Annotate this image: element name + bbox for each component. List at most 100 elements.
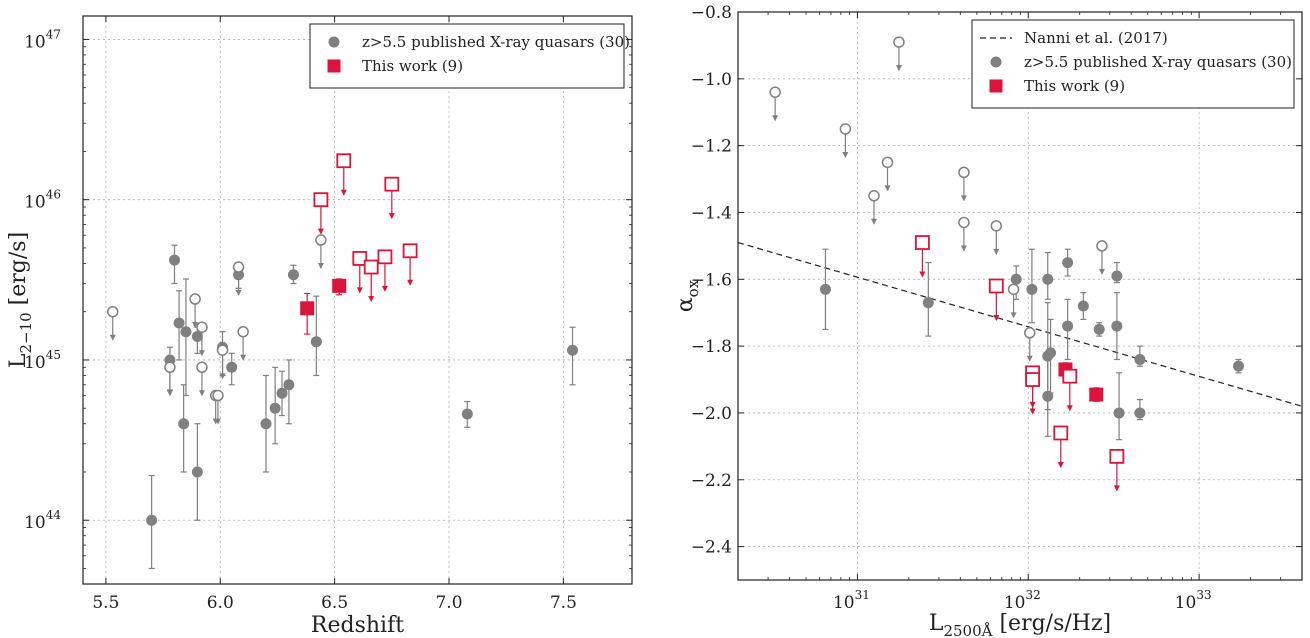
upper-limit-arrowhead — [960, 245, 967, 252]
upper-limit-marker — [958, 166, 970, 179]
data-point — [169, 254, 180, 266]
data-point — [276, 387, 288, 399]
data-point — [1134, 353, 1146, 365]
upper-limit-arrowhead — [1010, 312, 1017, 319]
data-point — [173, 317, 185, 329]
upper-limit-arrowhead — [388, 213, 395, 220]
data-point — [178, 418, 190, 430]
upper-limit-marker — [232, 261, 245, 273]
upper-limit-arrowhead — [166, 390, 173, 397]
upper-limit-arrowhead — [960, 195, 967, 202]
y-tick-label: −1.8 — [691, 337, 732, 357]
upper-limit-arrowhead — [356, 287, 363, 294]
y-tick-label: −0.8 — [691, 3, 732, 23]
x-tick-label: 7.5 — [550, 593, 577, 613]
y-axis-label: αox — [673, 279, 702, 312]
x-tick-label: 1032 — [1004, 588, 1041, 613]
upper-limit-marker — [893, 36, 905, 48]
y-tick-label: −1.6 — [691, 270, 732, 290]
series-2 — [300, 153, 418, 335]
series-1 — [769, 36, 1245, 441]
legend-marker-square — [989, 79, 1003, 93]
data-point — [1113, 407, 1125, 419]
legend: z>5.5 published X-ray quasars (30) This w… — [309, 23, 630, 89]
upper-limit-marker — [363, 259, 379, 275]
legend-marker-square — [327, 59, 341, 73]
legend-box — [971, 19, 1295, 109]
upper-limit-marker — [988, 278, 1004, 294]
chart-2: 1031 1032 1033 −0.8 −1.0 −1.2 −1.4 −1.6 −1.8 −2.0… — [673, 3, 1303, 638]
data-point — [269, 402, 281, 414]
data-point — [1134, 407, 1146, 419]
data-point — [332, 278, 347, 293]
data-point — [1026, 283, 1038, 295]
upper-limit-arrowhead — [235, 290, 242, 297]
y-tick-label: −2.4 — [691, 538, 732, 558]
upper-limit-arrowhead — [895, 65, 902, 72]
relation-line — [737, 241, 1303, 407]
upper-limit-marker — [990, 220, 1003, 232]
x-tick-label: 6.0 — [207, 593, 234, 613]
upper-limit-marker — [212, 389, 224, 402]
legend-label: This work (9) — [1024, 77, 1125, 95]
x-tick-label: 1033 — [1175, 588, 1212, 613]
x-tick-label: 6.5 — [321, 593, 348, 613]
y-tick-label: −2.2 — [691, 471, 732, 491]
upper-limit-arrowhead — [109, 334, 116, 341]
upper-limit-arrowhead — [772, 115, 779, 122]
upper-limit-marker — [1096, 240, 1108, 252]
upper-limit-arrowhead — [1098, 268, 1105, 275]
y-axis-label-group: L2−10 [erg/s] — [6, 232, 35, 368]
x-tick-label: 5.5 — [92, 593, 119, 613]
upper-limit-marker — [1023, 327, 1036, 339]
data-point — [1111, 270, 1123, 282]
upper-limit-arrowhead — [407, 279, 414, 286]
data-point — [260, 418, 272, 430]
y-axis-label: L2−10 [erg/s] — [6, 232, 35, 368]
upper-limit-arrowhead — [368, 296, 375, 303]
grid-lines — [83, 16, 632, 584]
upper-limit-arrowhead — [317, 263, 324, 270]
upper-limit-marker — [336, 153, 352, 169]
upper-limit-marker — [216, 344, 229, 356]
y-tick-label: −1.4 — [691, 203, 732, 223]
data-point — [310, 336, 322, 348]
legend-box — [309, 23, 625, 89]
data-point — [461, 408, 473, 420]
series-1 — [106, 234, 579, 570]
data-point — [146, 514, 158, 526]
upper-limit-arrowhead — [1113, 485, 1120, 492]
x-axis-label: L2500Å [erg/s/Hz] — [929, 611, 1111, 638]
upper-limit-marker — [196, 361, 208, 374]
data-point — [819, 283, 831, 295]
x-axis-label: Redshift — [311, 613, 404, 638]
upper-limit-arrowhead — [1066, 405, 1073, 412]
upper-limit-arrowhead — [240, 354, 247, 361]
tick-labels: 5.5 6.0 6.5 7.0 7.5 1044 1045 1046 1047 — [24, 16, 632, 613]
plot-frame — [737, 11, 1303, 581]
upper-limit-marker — [958, 216, 970, 229]
data-point — [922, 297, 934, 309]
upper-limit-marker — [1062, 368, 1078, 384]
legend-label: Nanni et al. (2017) — [1024, 29, 1168, 47]
upper-limit-marker — [106, 305, 119, 318]
upper-limit-marker — [769, 86, 781, 98]
upper-limit-arrowhead — [870, 218, 877, 225]
y-tick-label: 1045 — [24, 348, 61, 373]
data-point — [1077, 300, 1089, 312]
upper-limit-arrowhead — [842, 151, 849, 158]
upper-limit-marker — [839, 123, 852, 135]
legend-marker-circle — [990, 56, 1002, 68]
upper-limit-marker — [1109, 448, 1125, 464]
y-axis-label-group: αox — [673, 279, 702, 312]
data-point — [1111, 320, 1123, 332]
data-point — [226, 361, 238, 373]
upper-limit-marker — [237, 325, 249, 338]
upper-limit-marker — [352, 251, 368, 266]
data-point — [567, 344, 579, 356]
data-point — [180, 326, 192, 338]
y-tick-label: 1044 — [24, 508, 61, 533]
upper-limit-marker — [164, 361, 176, 374]
upper-limit-marker — [914, 235, 930, 250]
upper-limit-arrowhead — [381, 285, 388, 292]
